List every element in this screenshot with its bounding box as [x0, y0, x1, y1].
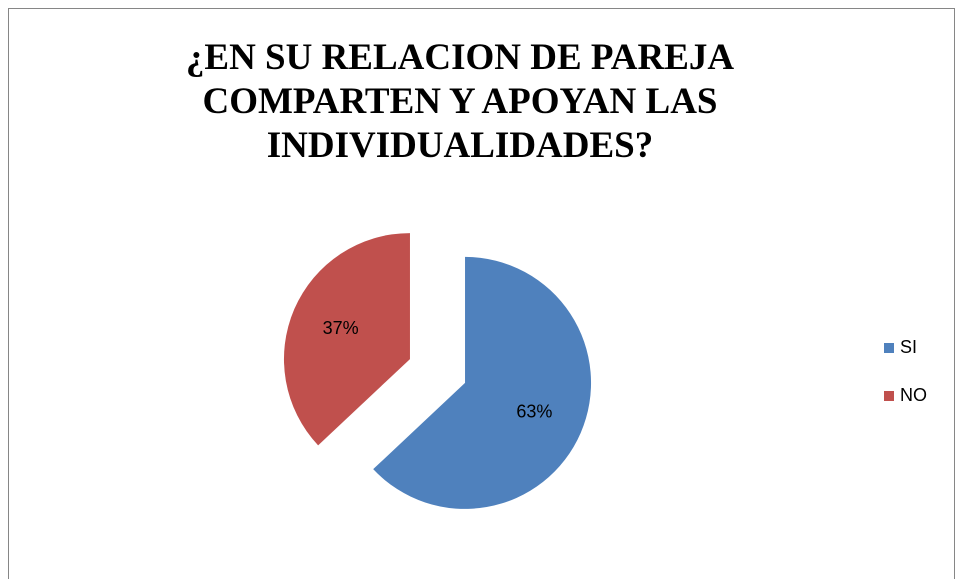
data-label: 37%	[323, 318, 359, 338]
data-label: 63%	[516, 402, 552, 422]
chart-title: ¿EN SU RELACION DE PAREJA COMPARTEN Y AP…	[185, 37, 735, 166]
pie-slice	[283, 233, 410, 446]
legend-swatch	[884, 343, 894, 353]
pie-slice	[373, 256, 592, 509]
legend-swatch	[884, 391, 894, 401]
legend-label: NO	[900, 385, 927, 405]
legend-label: SI	[900, 337, 917, 357]
